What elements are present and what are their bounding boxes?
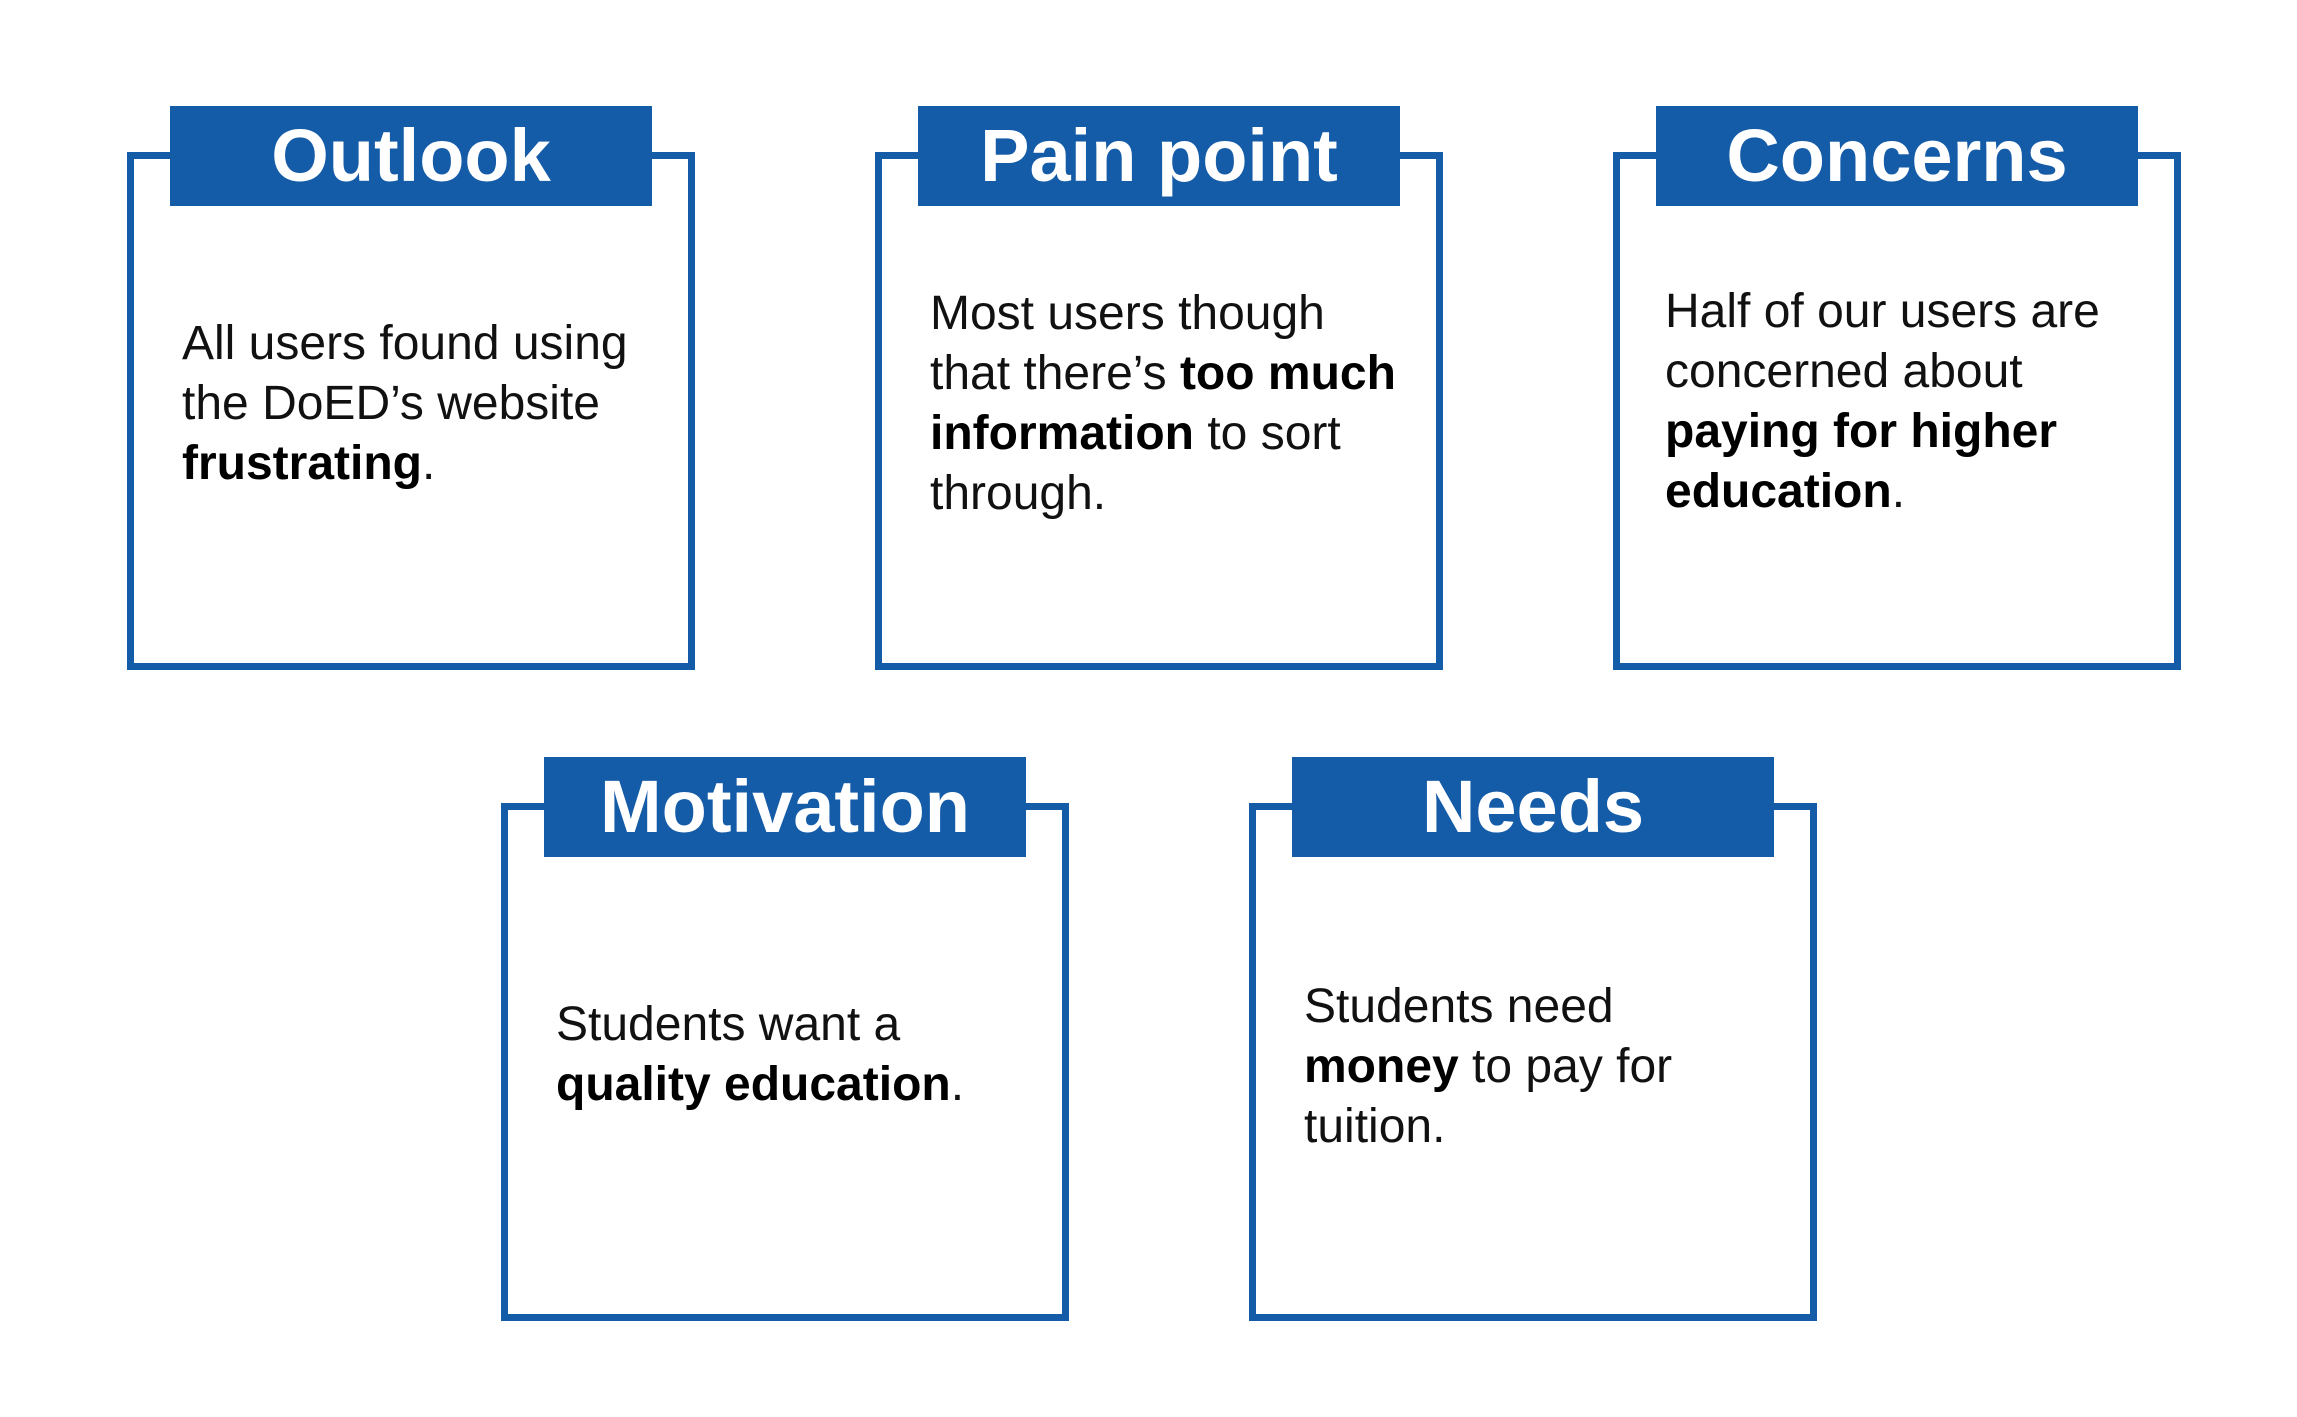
- card-body: Most users though that there’s too much …: [930, 284, 1396, 524]
- card-body: Half of our users are concerned about pa…: [1665, 282, 2149, 522]
- card-title: Needs: [1292, 757, 1774, 857]
- card-text: Students need: [1304, 980, 1614, 1033]
- card-text-emphasis: quality education: [556, 1058, 951, 1111]
- card-text: All users found using the DoED’s website: [182, 317, 628, 430]
- card-title: Outlook: [170, 106, 652, 206]
- card-motivation: Motivation Students want a quality educa…: [501, 757, 1069, 1321]
- card-text: Half of our users are concerned about: [1665, 285, 2100, 398]
- card-text: .: [422, 437, 436, 490]
- card-text: .: [1891, 465, 1906, 518]
- card-title: Pain point: [918, 106, 1400, 206]
- card-body: Students want a quality education.: [556, 995, 1022, 1115]
- card-text: Most users though that there’s: [930, 287, 1325, 400]
- card-needs: Needs Students need money to pay for tui…: [1249, 757, 1817, 1321]
- card-text: .: [950, 1058, 965, 1111]
- card-text-emphasis: frustrating: [182, 437, 422, 490]
- card-concerns: Concerns Half of our users are concerned…: [1613, 106, 2181, 670]
- card-body: All users found using the DoED’s website…: [182, 314, 648, 494]
- card-text: to sort through.: [930, 407, 1341, 520]
- card-text-emphasis: too much information: [930, 347, 1396, 460]
- card-body: Students need money to pay for tuition.: [1304, 977, 1770, 1157]
- card-text-emphasis: paying for higher education: [1665, 405, 2058, 518]
- card-text: to pay for tuition.: [1304, 1040, 1673, 1153]
- card-text: Students want a: [556, 998, 901, 1051]
- card-title: Motivation: [544, 757, 1026, 857]
- card-title: Concerns: [1656, 106, 2138, 206]
- card-text-emphasis: money: [1304, 1040, 1459, 1093]
- card-pain-point: Pain point Most users though that there’…: [875, 106, 1443, 670]
- card-outlook: Outlook All users found using the DoED’s…: [127, 106, 695, 670]
